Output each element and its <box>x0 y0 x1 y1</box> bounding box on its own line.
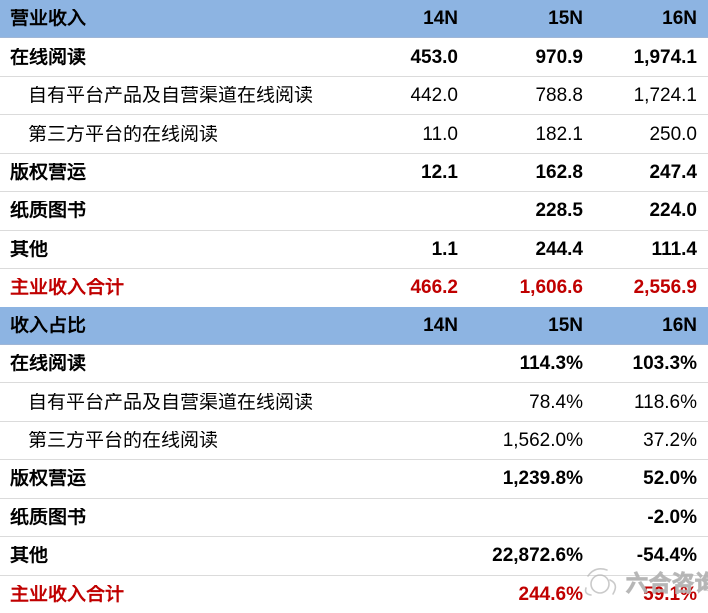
column-header: 15N <box>548 8 583 30</box>
cell-value: 244.4 <box>535 238 583 260</box>
cell-value: 12.1 <box>421 161 458 183</box>
row-label: 在线阅读 <box>10 47 87 67</box>
cell-value: 244.6% <box>518 583 583 605</box>
cell-value: 103.3% <box>632 353 697 375</box>
row-label: 自有平台产品及自营渠道在线阅读 <box>28 392 314 412</box>
cell-value: 78.4% <box>529 391 583 413</box>
column-header: 15N <box>548 314 583 336</box>
cell-value: 247.4 <box>649 161 697 183</box>
row-label: 在线阅读 <box>10 354 87 374</box>
cell-value: 228.5 <box>535 200 583 222</box>
row-label: 主业收入合计 <box>10 278 125 298</box>
cell-value: 118.6% <box>633 391 697 413</box>
column-header: 16N <box>662 8 697 30</box>
section-title: 收入占比 <box>10 315 87 335</box>
table-row: 第三方平台的在线阅读 1,562.0% 37.2% <box>0 420 708 459</box>
cell-value: 162.8 <box>535 161 583 183</box>
row-label: 纸质图书 <box>10 201 87 221</box>
column-header: 16N <box>662 314 697 336</box>
cell-value: 37.2% <box>643 430 697 452</box>
cell-value: 1,974.1 <box>633 46 697 68</box>
cell-value: 1,724.1 <box>633 85 697 107</box>
row-label: 版权营运 <box>10 162 87 182</box>
table-row: 在线阅读 114.3% 103.3% <box>0 345 708 382</box>
table-row: 其他 22,872.6% -54.4% <box>0 536 708 574</box>
row-label: 主业收入合计 <box>10 584 125 604</box>
table-row: 主业收入合计 466.2 1,606.6 2,556.9 <box>0 268 708 306</box>
table-row: 纸质图书 -2.0% <box>0 497 708 536</box>
section-header-row: 营业收入 14N 15N 16N <box>0 0 708 39</box>
row-label: 第三方平台的在线阅读 <box>28 124 219 144</box>
cell-value: 1,562.0% <box>502 430 583 452</box>
cell-value: 970.9 <box>535 46 583 68</box>
row-label: 版权营运 <box>10 469 87 489</box>
cell-value: 22,872.6% <box>492 545 583 567</box>
row-label: 纸质图书 <box>10 507 87 527</box>
cell-value: 2,556.9 <box>633 277 697 299</box>
column-header: 14N <box>423 8 458 30</box>
cell-value: 250.0 <box>649 123 697 145</box>
table-row: 在线阅读 453.0 970.9 1,974.1 <box>0 38 708 75</box>
cell-value: 52.0% <box>643 468 697 490</box>
cell-value: 114.3% <box>519 353 583 375</box>
table-row: 版权营运 1,239.8% 52.0% <box>0 459 708 497</box>
cell-value: 466.2 <box>410 277 458 299</box>
row-label: 其他 <box>10 546 49 566</box>
cell-value: 1,239.8% <box>502 468 583 490</box>
section-title: 营业收入 <box>10 9 87 29</box>
table-row: 第三方平台的在线阅读 11.0 182.1 250.0 <box>0 114 708 152</box>
table-row: 主业收入合计 244.6% 59.1% <box>0 574 708 613</box>
cell-value: 59.1% <box>643 583 697 605</box>
table-row: 自有平台产品及自营渠道在线阅读 78.4% 118.6% <box>0 382 708 420</box>
section-header-row: 收入占比 14N 15N 16N <box>0 306 708 345</box>
row-label: 第三方平台的在线阅读 <box>28 431 219 451</box>
cell-value: 453.0 <box>410 46 458 68</box>
table-row: 其他 1.1 244.4 111.4 <box>0 229 708 268</box>
cell-value: 1,606.6 <box>519 277 583 299</box>
table-row: 版权营运 12.1 162.8 247.4 <box>0 152 708 191</box>
cell-value: 1.1 <box>431 238 458 260</box>
cell-value: 111.4 <box>651 238 697 260</box>
cell-value: -54.4% <box>636 545 697 567</box>
row-label: 其他 <box>10 239 49 259</box>
cell-value: 788.8 <box>535 85 583 107</box>
column-header: 14N <box>423 314 458 336</box>
cell-value: 442.0 <box>410 85 458 107</box>
cell-value: 11.0 <box>422 123 458 145</box>
cell-value: 224.0 <box>649 200 697 222</box>
row-label: 自有平台产品及自营渠道在线阅读 <box>28 86 314 106</box>
cell-value: 182.1 <box>535 123 583 145</box>
table-row: 自有平台产品及自营渠道在线阅读 442.0 788.8 1,724.1 <box>0 75 708 114</box>
table-row: 纸质图书 228.5 224.0 <box>0 191 708 229</box>
cell-value: -2.0% <box>647 506 697 528</box>
